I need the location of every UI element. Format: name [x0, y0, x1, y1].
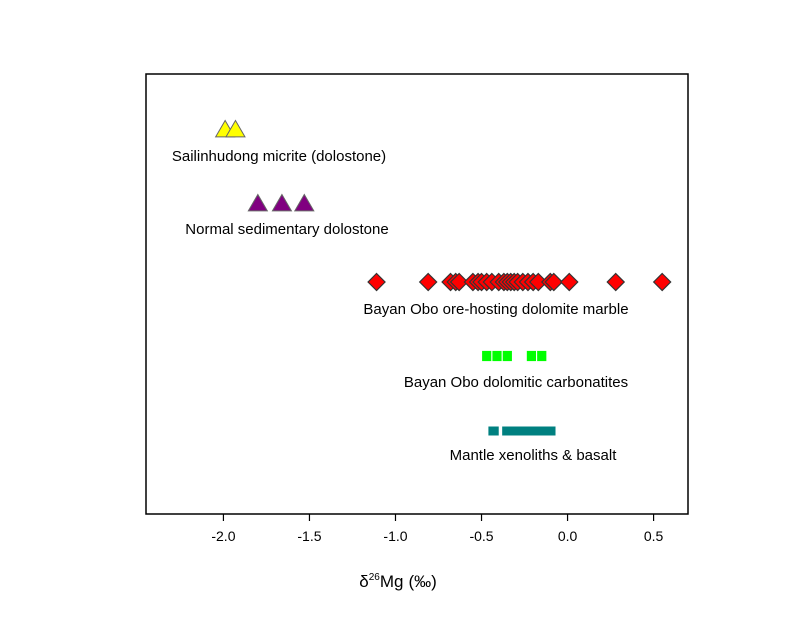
square-point	[491, 350, 503, 362]
diamond-point	[652, 272, 672, 292]
diamond-point	[559, 272, 579, 292]
triangle-point	[293, 193, 315, 212]
range-bar	[488, 426, 499, 436]
diamond-point	[418, 272, 438, 292]
x-tick-label: -2.0	[211, 528, 235, 544]
group-label: Sailinhudong micrite (dolostone)	[172, 148, 386, 165]
triangle-point	[271, 193, 293, 212]
diamond-point	[606, 272, 626, 292]
square-point	[481, 350, 493, 362]
x-tick-label: -0.5	[469, 528, 493, 544]
x-axis-title-unit: (‰)	[408, 572, 436, 591]
x-tick-label: 0.0	[558, 528, 578, 544]
plot-frame	[145, 73, 689, 515]
diamond-point	[367, 272, 386, 292]
group-labels: Sailinhudong micrite (dolostone) Normal s…	[172, 148, 629, 464]
triangle-point	[225, 119, 246, 138]
x-axis-title-superscript: 26	[369, 572, 381, 583]
range-bar	[502, 426, 556, 436]
diamond-point	[449, 272, 469, 292]
x-axis-title-element: Mg	[380, 572, 404, 591]
x-tick-label: 0.5	[644, 528, 664, 544]
x-tick-label: -1.5	[297, 528, 321, 544]
square-point	[501, 350, 513, 362]
group-label: Normal sedimentary dolostone	[185, 221, 388, 238]
x-axis-title-symbol: δ	[359, 572, 368, 591]
x-tick-label: -1.0	[383, 528, 407, 544]
group-label: Bayan Obo ore-hosting dolomite marble	[363, 301, 628, 318]
x-axis-title: δ26Mg (‰)	[359, 572, 437, 591]
x-axis-ticks: -2.0 -1.5 -1.0 -0.5 0.0 0.5	[211, 514, 664, 544]
diamond-point	[544, 272, 564, 292]
square-point	[536, 350, 548, 362]
data-marks	[214, 119, 672, 436]
square-point	[526, 350, 537, 362]
group-label: Bayan Obo dolomitic carbonatites	[404, 374, 628, 391]
group-label: Mantle xenoliths & basalt	[450, 447, 618, 464]
triangle-point	[247, 193, 269, 212]
